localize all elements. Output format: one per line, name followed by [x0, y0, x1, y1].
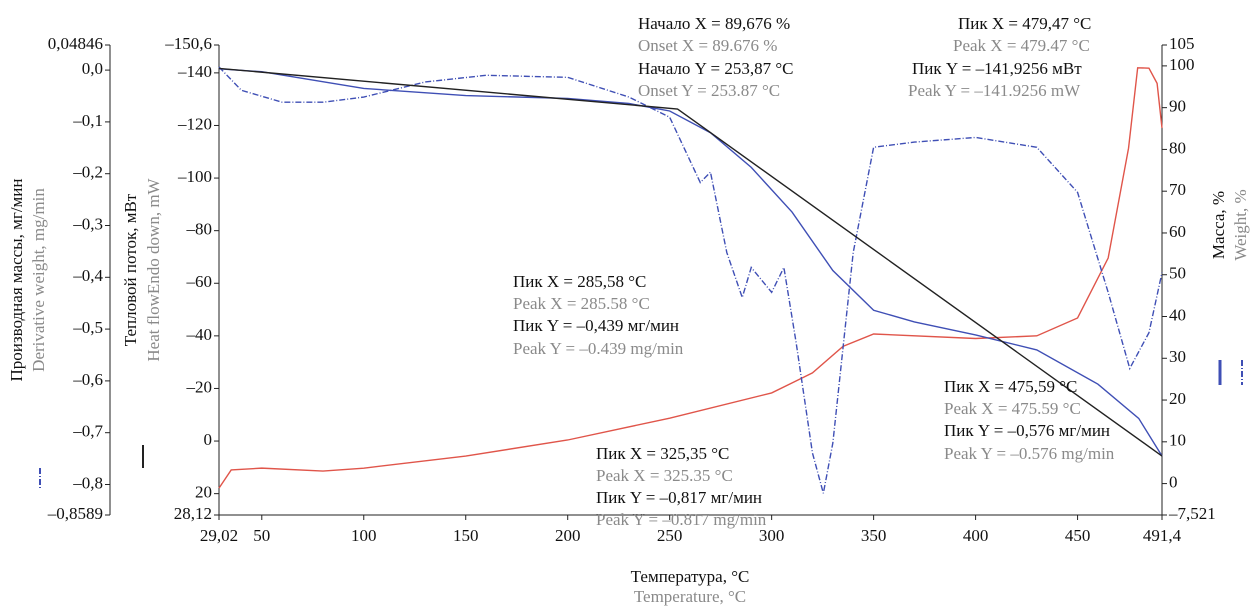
x-tick-label: 450 [1065, 526, 1091, 545]
y2-tick-label: –7,521 [1168, 504, 1216, 523]
annotation: Пик Y = –141,9256 мВт [912, 59, 1082, 78]
x-tick-label: 491,4 [1143, 526, 1182, 545]
y3-axis-label-en: Heat flowEndo down, mW [144, 177, 163, 361]
series-line [218, 66, 1163, 494]
annotation: Peak X = 285.58 °C [513, 294, 650, 313]
y2-tick-label: 0 [1169, 472, 1178, 491]
annotation: Peak Y = –0.576 mg/min [944, 444, 1115, 463]
annotation: Peak Y = –0.439 mg/min [513, 339, 684, 358]
annotation: Пик Y = –0,817 мг/мин [596, 488, 762, 507]
annotation: Пик X = 285,58 °C [513, 272, 646, 291]
annotation: Пик X = 475,59 °C [944, 377, 1077, 396]
annotation: Пик Y = –0,439 мг/мин [513, 316, 679, 335]
y3-tick-label: –60 [186, 272, 213, 291]
series-line [218, 67, 1163, 457]
y3-tick-label: 20 [195, 483, 212, 502]
annotation: Peak Y = –0.817 mg/min [596, 510, 767, 529]
y2-tick-label: 80 [1169, 138, 1186, 157]
annotation: Начало Y = 253,87 °C [638, 59, 794, 78]
annotation: Начало X = 89,676 % [638, 14, 790, 33]
y3-tick-label: –20 [186, 377, 213, 396]
annotation: Onset X = 89.676 % [638, 36, 777, 55]
y2-tick-label: 100 [1169, 55, 1195, 74]
x-tick-label: 150 [453, 526, 479, 545]
x-tick-label: 250 [657, 526, 683, 545]
x-tick-label: 29,02 [200, 526, 238, 545]
y2-tick-label: 10 [1169, 431, 1186, 450]
x-tick-label: 350 [861, 526, 887, 545]
y-tick-label: –0,1 [72, 111, 103, 130]
y3-tick-label: –100 [177, 167, 212, 186]
annotation: Peak Y = –141.9256 mW [908, 81, 1081, 100]
y-tick-label: –0,8 [72, 473, 103, 492]
y-tick-label: –0,5 [72, 318, 103, 337]
x-tick-label: 50 [253, 526, 270, 545]
x-tick-label: 200 [555, 526, 581, 545]
x-tick-label: 300 [759, 526, 785, 545]
y-tick-label: –0,6 [72, 370, 103, 389]
y3-tick-label: 0 [204, 430, 213, 449]
series-line [218, 68, 1163, 457]
y2-tick-label: 50 [1169, 264, 1186, 283]
y-tick-label: –0,7 [72, 422, 103, 441]
y2-tick-label: 70 [1169, 180, 1186, 199]
annotation: Пик X = 479,47 °C [958, 14, 1091, 33]
y-tick-label: –0,2 [72, 163, 103, 182]
x-axis-label-en: Temperature, °C [634, 587, 746, 606]
annotation: Peak X = 325.35 °C [596, 466, 733, 485]
y2-axis-label-en: Weight, % [1231, 189, 1250, 260]
y2-axis-label: Масса, % [1209, 191, 1228, 259]
y2-tick-label: 40 [1169, 305, 1186, 324]
x-axis-label: Температура, °C [631, 567, 750, 586]
y3-tick-label: 28,12 [174, 504, 212, 523]
y-axis-label: Производная массы, мг/мин [7, 179, 26, 382]
y-tick-label: 0,0 [82, 59, 103, 78]
annotation: Peak X = 479.47 °C [953, 36, 1090, 55]
y3-tick-label: –150,6 [164, 34, 212, 53]
y-tick-label: –0,4 [72, 266, 103, 285]
annotation: Onset Y = 253.87 °C [638, 81, 780, 100]
y3-axis-label: Тепловой поток, мВт [121, 193, 140, 346]
y2-tick-label: 30 [1169, 347, 1186, 366]
y3-tick-label: –80 [186, 220, 213, 239]
annotation: Peak X = 475.59 °C [944, 399, 1081, 418]
y3-tick-label: –120 [177, 114, 212, 133]
annotation: Пик Y = –0,576 мг/мин [944, 421, 1110, 440]
y-tick-label: –0,8589 [47, 504, 103, 523]
y3-tick-label: –140 [177, 62, 212, 81]
y2-tick-label: 20 [1169, 389, 1186, 408]
y-tick-label: –0,3 [72, 214, 103, 233]
x-tick-label: 100 [351, 526, 377, 545]
y-axis-label-en: Derivative weight, mg/min [29, 188, 48, 372]
x-tick-label: 400 [963, 526, 989, 545]
y3-tick-label: –40 [186, 325, 213, 344]
y2-tick-label: 90 [1169, 97, 1186, 116]
y2-tick-label: 105 [1169, 34, 1195, 53]
y2-tick-label: 60 [1169, 222, 1186, 241]
annotation: Пик X = 325,35 °C [596, 444, 729, 463]
y-tick-label: 0,04846 [48, 34, 103, 53]
